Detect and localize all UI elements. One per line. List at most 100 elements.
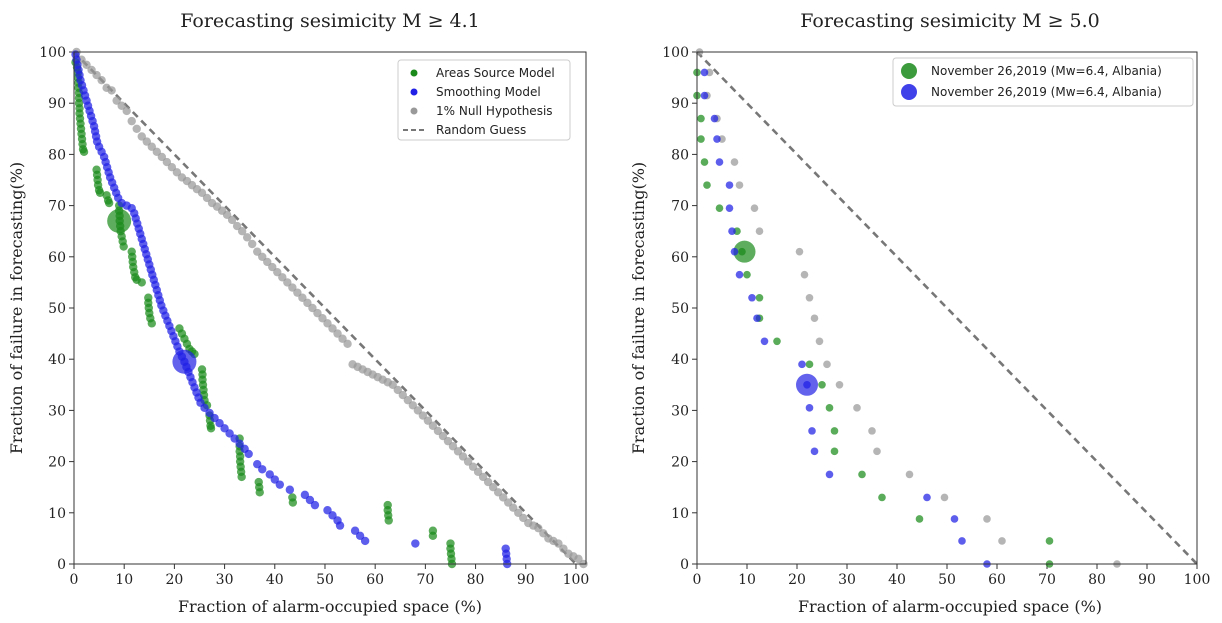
data-point [87,65,96,75]
data-point [273,267,282,277]
data-point [270,475,279,484]
data-point [411,539,420,548]
data-point [323,506,332,515]
data-point [104,198,114,208]
data-point [205,408,214,418]
data-point [715,158,724,166]
x-tick-label: 30 [216,572,234,588]
legend-entry: November 26,2019 (Mw=6.4, Albania) [931,64,1162,78]
data-point [923,493,931,502]
data-point [805,293,814,302]
plot-area-right [693,48,1198,568]
data-point [117,101,126,110]
data-point [730,247,739,256]
data-point [735,181,744,189]
data-point [79,147,89,157]
data-point [157,152,167,162]
y-axis-label-left: Fraction of failure in forecasting(%) [7,162,26,454]
plot-frame-right [696,51,1198,565]
data-point [338,334,347,343]
data-point [285,485,295,494]
data-point [798,360,806,369]
data-point [905,470,914,479]
data-point [453,447,463,456]
data-point [147,319,157,328]
y-tick-label: 80 [48,147,66,163]
legend-box [397,59,571,141]
x-tick-label: 70 [416,572,434,588]
data-point [253,459,262,469]
data-point [263,257,272,267]
x-tick-label: 60 [988,572,1006,588]
data-point [574,554,583,564]
data-point [97,75,106,85]
y-tick-label: 50 [671,301,689,317]
data-point [244,449,253,459]
data-point [413,406,423,415]
x-tick-label: 80 [1088,572,1106,588]
legend-entry: Smoothing Model [436,85,541,99]
x-tick-label: 10 [738,572,756,588]
data-point [215,419,224,428]
data-point [275,480,285,489]
data-point [333,329,342,338]
x-tick-label: 90 [1138,572,1156,588]
data-point [498,493,508,502]
data-point [423,416,433,425]
x-tick-label: 70 [1038,572,1056,588]
data-point [514,508,523,517]
data-point [253,247,262,256]
data-point [237,472,246,482]
data-point [554,539,563,548]
data-point [830,447,839,456]
y-tick-label: 70 [48,199,66,215]
chart-title-right: Forecasting sesimicity M ≥ 5.0 [800,10,1100,32]
data-point [808,427,816,435]
data-point [167,163,177,172]
data-point [743,270,751,279]
data-point [393,385,402,395]
data-point [398,390,407,400]
x-tick-label: 50 [938,572,956,588]
axis-ticks-left: 0 10 20 30 40 50 60 70 80 90 100 0 10 20 30 40 50 60 70 80 9… [39,45,589,588]
data-point [805,404,814,412]
x-tick-label: 0 [70,572,79,588]
legend-marker [901,63,917,79]
data-point [873,447,881,456]
data-point [878,493,886,502]
y-tick-label: 60 [48,250,66,266]
data-point [509,503,518,512]
data-point [142,137,151,146]
y-tick-label: 10 [48,506,66,522]
legend-entry: Random Guess [436,123,526,137]
legend-entry: November 26,2019 (Mw=6.4, Albania) [931,85,1162,99]
highlight-point [107,208,132,233]
data-point [463,457,473,466]
data-point [950,515,959,523]
data-point [539,529,548,538]
data-point [755,227,764,235]
data-point [700,158,709,166]
data-point [483,477,493,487]
data-point [388,380,397,389]
data-point [408,401,418,410]
data-point [268,262,277,272]
data-point [750,204,759,212]
data-point [137,132,146,141]
data-point [206,424,216,433]
highlight-point [796,373,818,396]
data-point [202,193,212,203]
data-point [760,337,769,346]
x-tick-label: 40 [266,572,284,588]
data-point [700,91,709,100]
y-tick-label: 0 [680,557,689,573]
random-guess-line [696,51,1198,565]
y-tick-label: 30 [671,403,689,419]
data-point [384,516,393,525]
data-point [703,181,711,189]
x-tick-label: 20 [165,572,183,588]
data-point [818,381,826,389]
data-point [728,227,736,235]
y-tick-label: 0 [57,557,66,573]
